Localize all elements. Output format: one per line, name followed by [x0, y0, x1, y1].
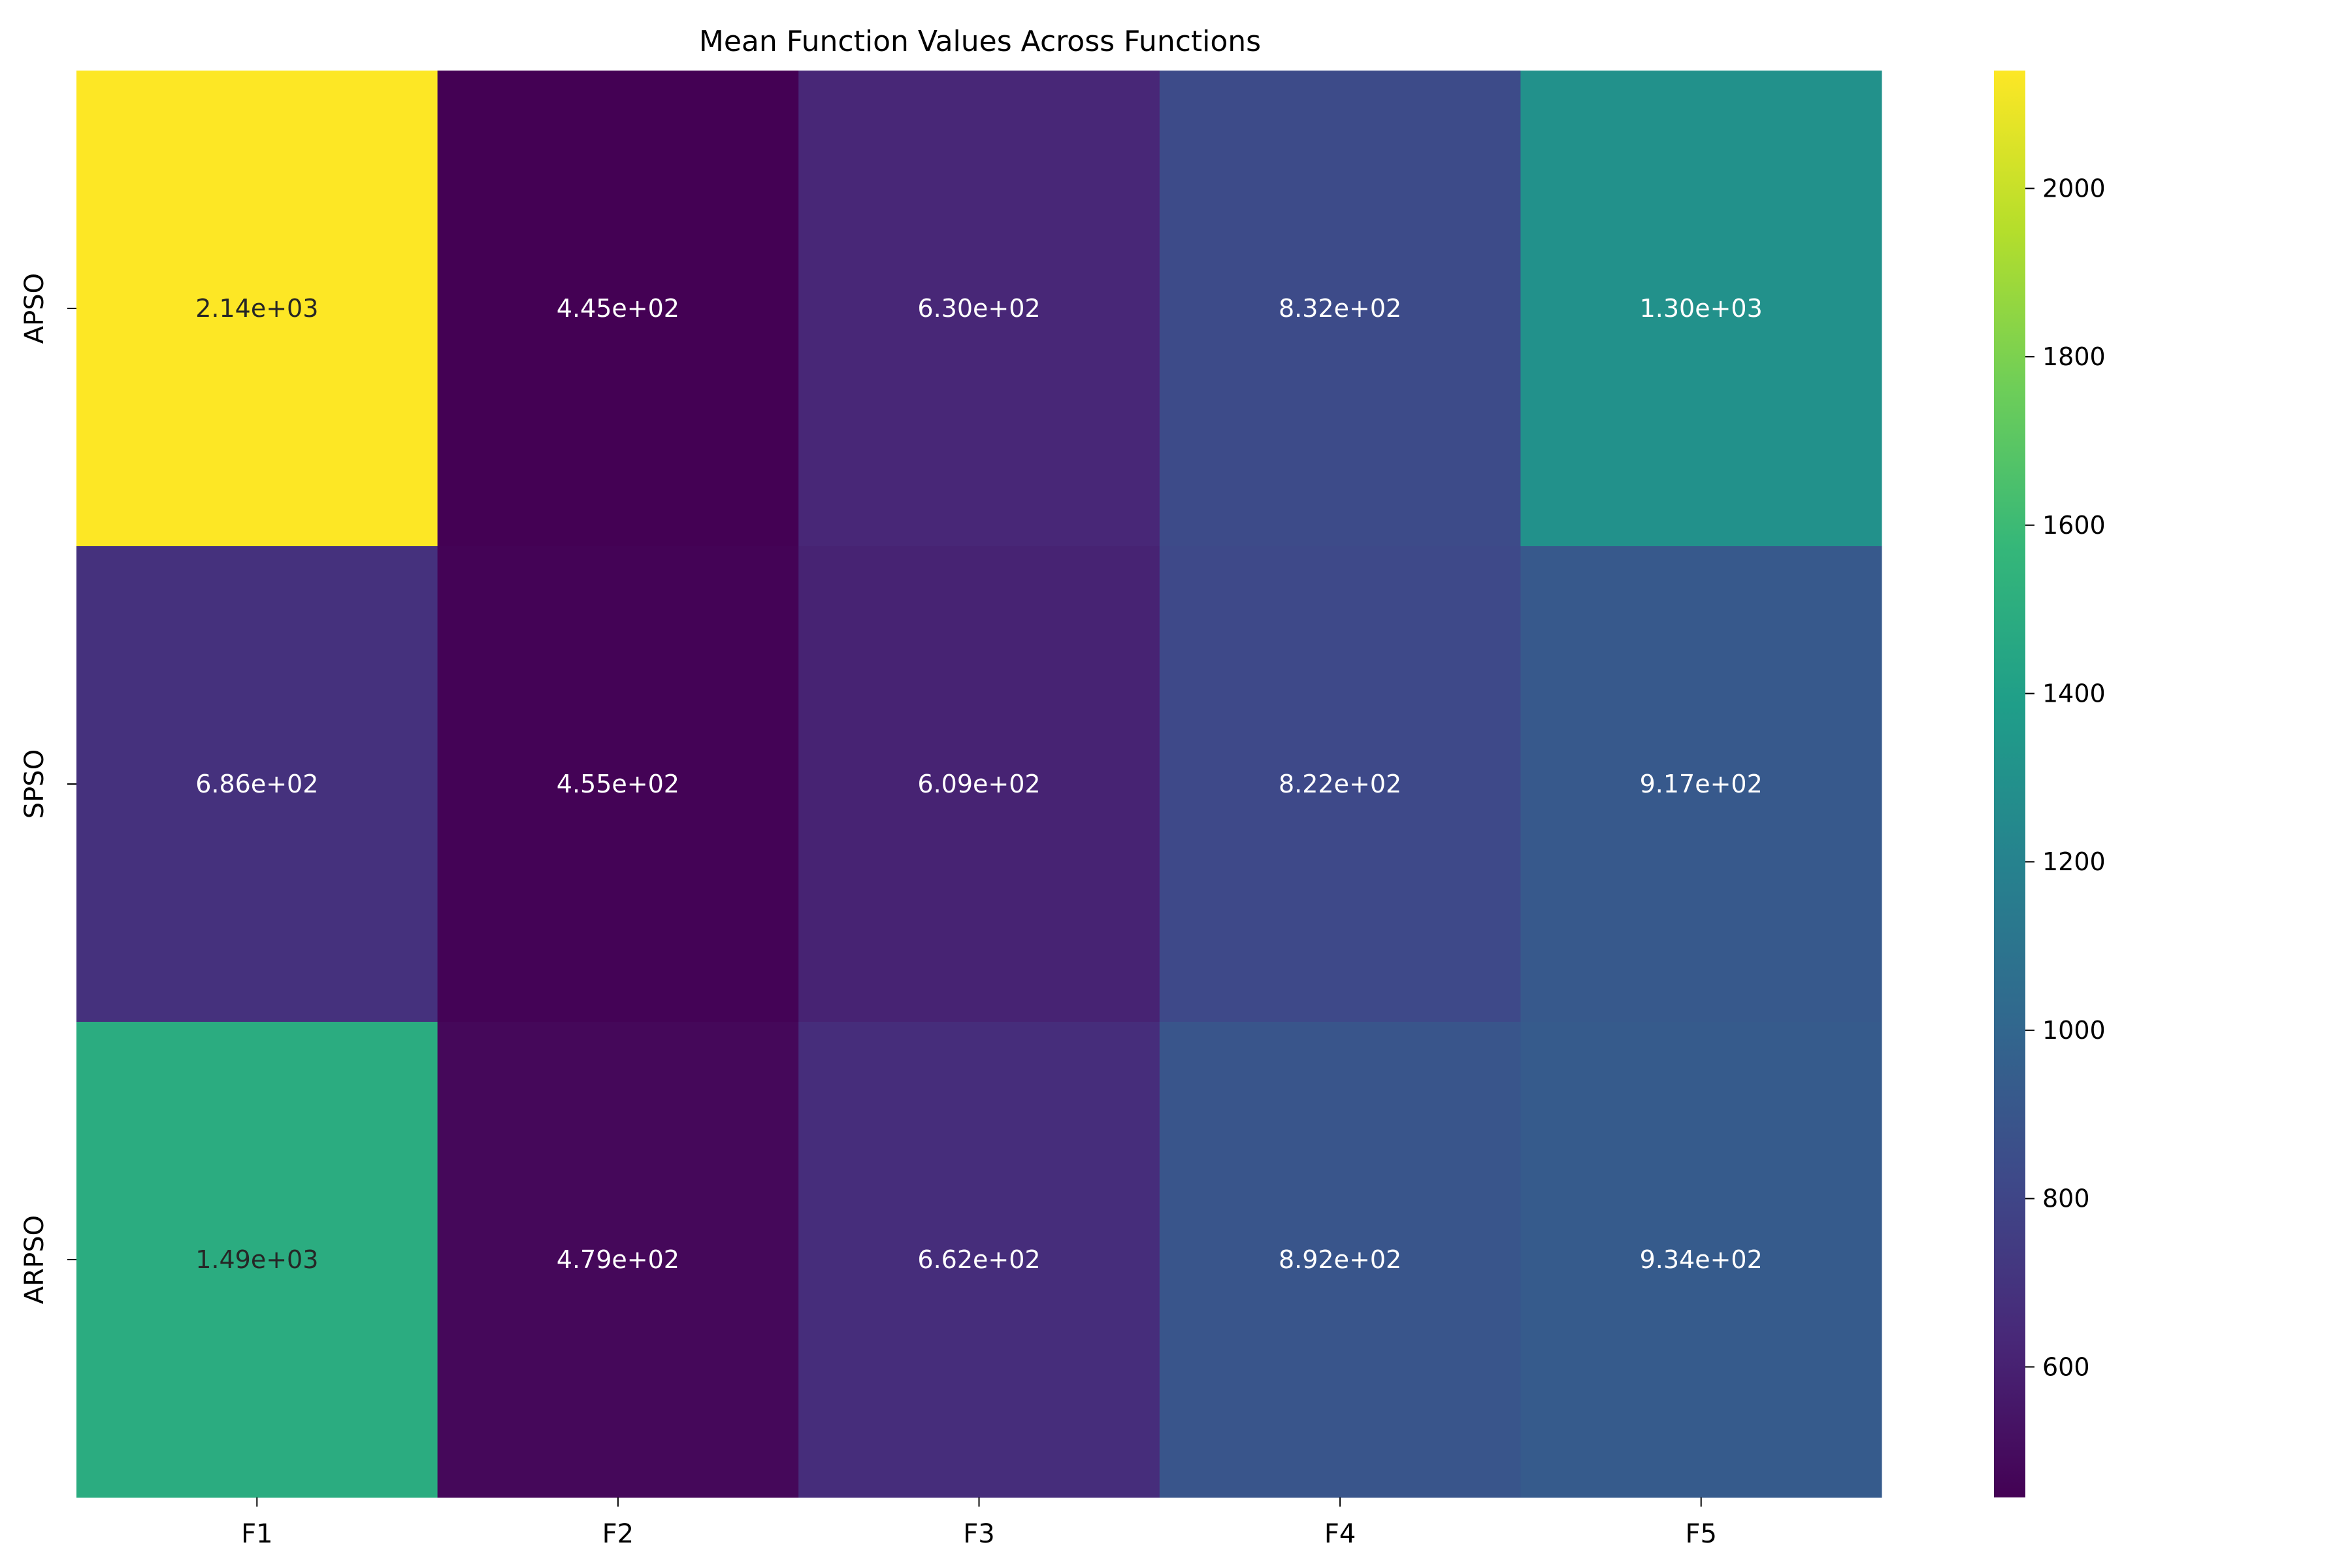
cell-value-label: 4.45e+02 [557, 294, 679, 323]
heatmap-cell [1159, 71, 1521, 547]
cell-value-label: 4.79e+02 [557, 1245, 679, 1274]
heatmap-cell [76, 1022, 438, 1498]
heatmap-cell [798, 546, 1160, 1022]
heatmap-cells [76, 71, 1882, 1498]
cell-value-label: 1.30e+03 [1640, 294, 1763, 323]
colorbar-tick-label: 800 [2042, 1184, 2090, 1213]
heatmap-cell [1520, 546, 1882, 1022]
heatmap-cell [1520, 1022, 1882, 1498]
heatmap-cell [1159, 1022, 1521, 1498]
heatmap-cell [76, 71, 438, 547]
cell-value-label: 9.34e+02 [1640, 1245, 1763, 1274]
x-tick-label: F5 [1685, 1519, 1716, 1549]
cell-value-label: 8.22e+02 [1279, 770, 1401, 798]
y-tick-label: SPSO [20, 749, 50, 819]
x-tick-label: F3 [963, 1519, 994, 1549]
cell-value-label: 4.55e+02 [557, 770, 679, 798]
cell-value-label: 9.17e+02 [1640, 770, 1763, 798]
colorbar-tick-label: 1600 [2042, 511, 2106, 540]
heatmap-cell [1159, 546, 1521, 1022]
colorbar-tick-label: 1800 [2042, 342, 2106, 371]
cell-value-label: 6.86e+02 [195, 770, 318, 798]
colorbar-tick-label: 1000 [2042, 1016, 2106, 1045]
cell-value-label: 1.49e+03 [195, 1245, 318, 1274]
cell-value-label: 8.92e+02 [1279, 1245, 1401, 1274]
chart-title: Mean Function Values Across Functions [699, 25, 1261, 58]
x-axis: F1 F2 F3 F4 F5 [241, 1497, 1717, 1549]
heatmap-cell-labels: 2.14e+03 4.45e+02 6.30e+02 8.32e+02 1.30e+03… [195, 294, 1763, 1274]
colorbar-tick-label: 600 [2042, 1352, 2090, 1381]
colorbar-tick-label: 1400 [2042, 679, 2106, 708]
cell-value-label: 2.14e+03 [195, 294, 318, 323]
cell-value-label: 8.32e+02 [1279, 294, 1401, 323]
colorbar-tick-label: 2000 [2042, 174, 2106, 203]
heatmap-cell [437, 546, 799, 1022]
heatmap-cell [798, 1022, 1160, 1498]
x-tick-label: F1 [241, 1519, 272, 1549]
y-tick-label: APSO [20, 273, 50, 344]
heatmap-cell [437, 71, 799, 547]
heatmap-cell [798, 71, 1160, 547]
colorbar-gradient [1994, 71, 2025, 1497]
heatmap-cell [1520, 71, 1882, 547]
y-tick-label: ARPSO [20, 1215, 50, 1304]
cell-value-label: 6.62e+02 [917, 1245, 1040, 1274]
heatmap-cell [437, 1022, 799, 1498]
x-tick-label: F2 [602, 1519, 634, 1549]
cell-value-label: 6.30e+02 [917, 294, 1040, 323]
x-tick-label: F4 [1324, 1519, 1356, 1549]
heatmap-cell [76, 546, 438, 1022]
colorbar: 600 800 1000 1200 1400 1600 1800 2000 [1994, 71, 2106, 1497]
cell-value-label: 6.09e+02 [917, 770, 1040, 798]
colorbar-tick-label: 1200 [2042, 847, 2106, 876]
y-axis: APSO SPSO ARPSO [20, 273, 76, 1304]
